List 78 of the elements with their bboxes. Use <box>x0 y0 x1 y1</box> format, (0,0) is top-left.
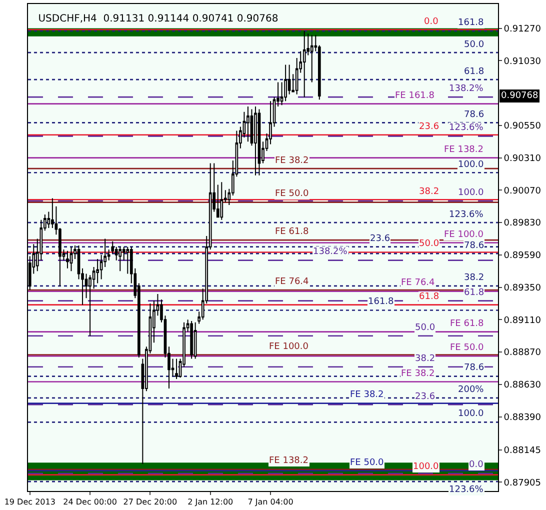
annotation: 78.6 <box>464 241 484 251</box>
candlestick <box>220 182 224 220</box>
y-tick-label: 0.91270 <box>504 24 542 34</box>
candlestick <box>175 358 178 380</box>
annotation: 50.0 <box>419 239 440 249</box>
x-tick-label: 7 Jan 04:00 <box>248 498 294 507</box>
text: USDCHF,H4 0.91131 0.91144 0.90741 0.90768 <box>38 13 278 24</box>
annotation: 50.0 <box>464 40 484 50</box>
candlestick <box>310 34 314 83</box>
candlestick <box>190 320 193 360</box>
annotation: 100.0 <box>458 188 484 198</box>
annotation: 61.8 <box>464 288 484 298</box>
annotation: FE 61.8 <box>450 319 484 329</box>
y-tick-label: 0.87905 <box>504 478 542 488</box>
annotation: FE 138.2 <box>269 456 308 466</box>
annotation: 0.0 <box>424 17 439 27</box>
annotation: FE 50.0 <box>350 458 384 468</box>
annotation: FE 138.2 <box>444 145 484 155</box>
y-tick-label: 0.89830 <box>504 218 542 229</box>
annotation: 50.0 <box>415 323 436 333</box>
annotation: FE 50.0 <box>275 189 310 199</box>
x-tick-label: 27 Dec 20:00 <box>123 498 178 507</box>
annotation: FE 38.2 <box>401 369 435 379</box>
candlestick <box>70 246 73 272</box>
annotation: 38.2 <box>419 187 440 197</box>
annotation: 38.2 <box>415 354 436 364</box>
y-tick-label: 0.89350 <box>504 283 542 294</box>
annotation: 123.6% <box>449 210 484 220</box>
annotation: 123.6% <box>449 485 484 495</box>
annotation: FE 38.2 <box>350 390 384 400</box>
y-tick-label: 0.88145 <box>504 446 542 456</box>
y-tick-label: 0.88630 <box>504 380 542 391</box>
annotation: 161.8 <box>368 297 394 307</box>
annotation: FE 76.4 <box>275 277 310 287</box>
annotation: 161.8 <box>458 18 484 28</box>
annotation: FE 50.0 <box>450 343 484 353</box>
annotation: 100.0 <box>458 160 484 170</box>
annotation: 123.6% <box>449 123 484 133</box>
candlestick <box>194 322 197 360</box>
annotation: FE 38.2 <box>275 156 309 166</box>
annotation: 200% <box>458 385 484 395</box>
x-tick-label: 24 Dec 00:00 <box>63 498 117 507</box>
annotation: 100.0 <box>458 409 484 419</box>
annotation: 38.2 <box>464 273 484 283</box>
annotation: 61.8 <box>419 292 440 302</box>
annotation: 23.6 <box>415 392 436 402</box>
annotation: 0.90768 <box>501 91 538 101</box>
annotation: FE 161.8 <box>395 91 435 101</box>
x-tick-label: 19 Dec 2013 <box>4 498 56 507</box>
annotation: 100.0 <box>413 462 440 472</box>
y-tick-label: 0.90070 <box>504 186 542 196</box>
annotation: FE 61.8 <box>275 227 310 237</box>
y-tick-label: 0.89110 <box>504 316 542 326</box>
annotation: FE 76.4 <box>401 278 436 288</box>
annotation: 78.6 <box>464 363 484 373</box>
candlestick <box>246 106 250 142</box>
annotation: 138.2% <box>449 84 484 94</box>
annotation: FE 100.0 <box>269 342 309 352</box>
annotation: FE 100.0 <box>444 230 484 240</box>
candlestick <box>118 246 122 272</box>
y-tick-label: 0.89590 <box>504 251 542 262</box>
candlestick <box>258 108 261 176</box>
y-tick-label: 0.88870 <box>504 348 542 358</box>
candlestick <box>254 106 257 176</box>
candlestick <box>284 64 287 102</box>
annotation: 78.6 <box>464 110 484 120</box>
annotation: 23.6 <box>370 234 390 244</box>
annotation: 23.6 <box>419 122 440 132</box>
annotation: 0.0 <box>469 460 484 470</box>
y-tick-label: 0.91030 <box>504 56 542 67</box>
y-tick-label: 0.88390 <box>504 412 542 423</box>
annotation: 61.8 <box>464 67 484 77</box>
candlestick <box>302 30 306 98</box>
y-tick-label: 0.90310 <box>504 154 542 164</box>
y-tick-label: 0.90550 <box>504 122 542 132</box>
candlestick <box>66 250 69 269</box>
x-tick-label: 2 Jan 12:00 <box>188 498 234 507</box>
annotation: 138.2% <box>313 247 348 257</box>
